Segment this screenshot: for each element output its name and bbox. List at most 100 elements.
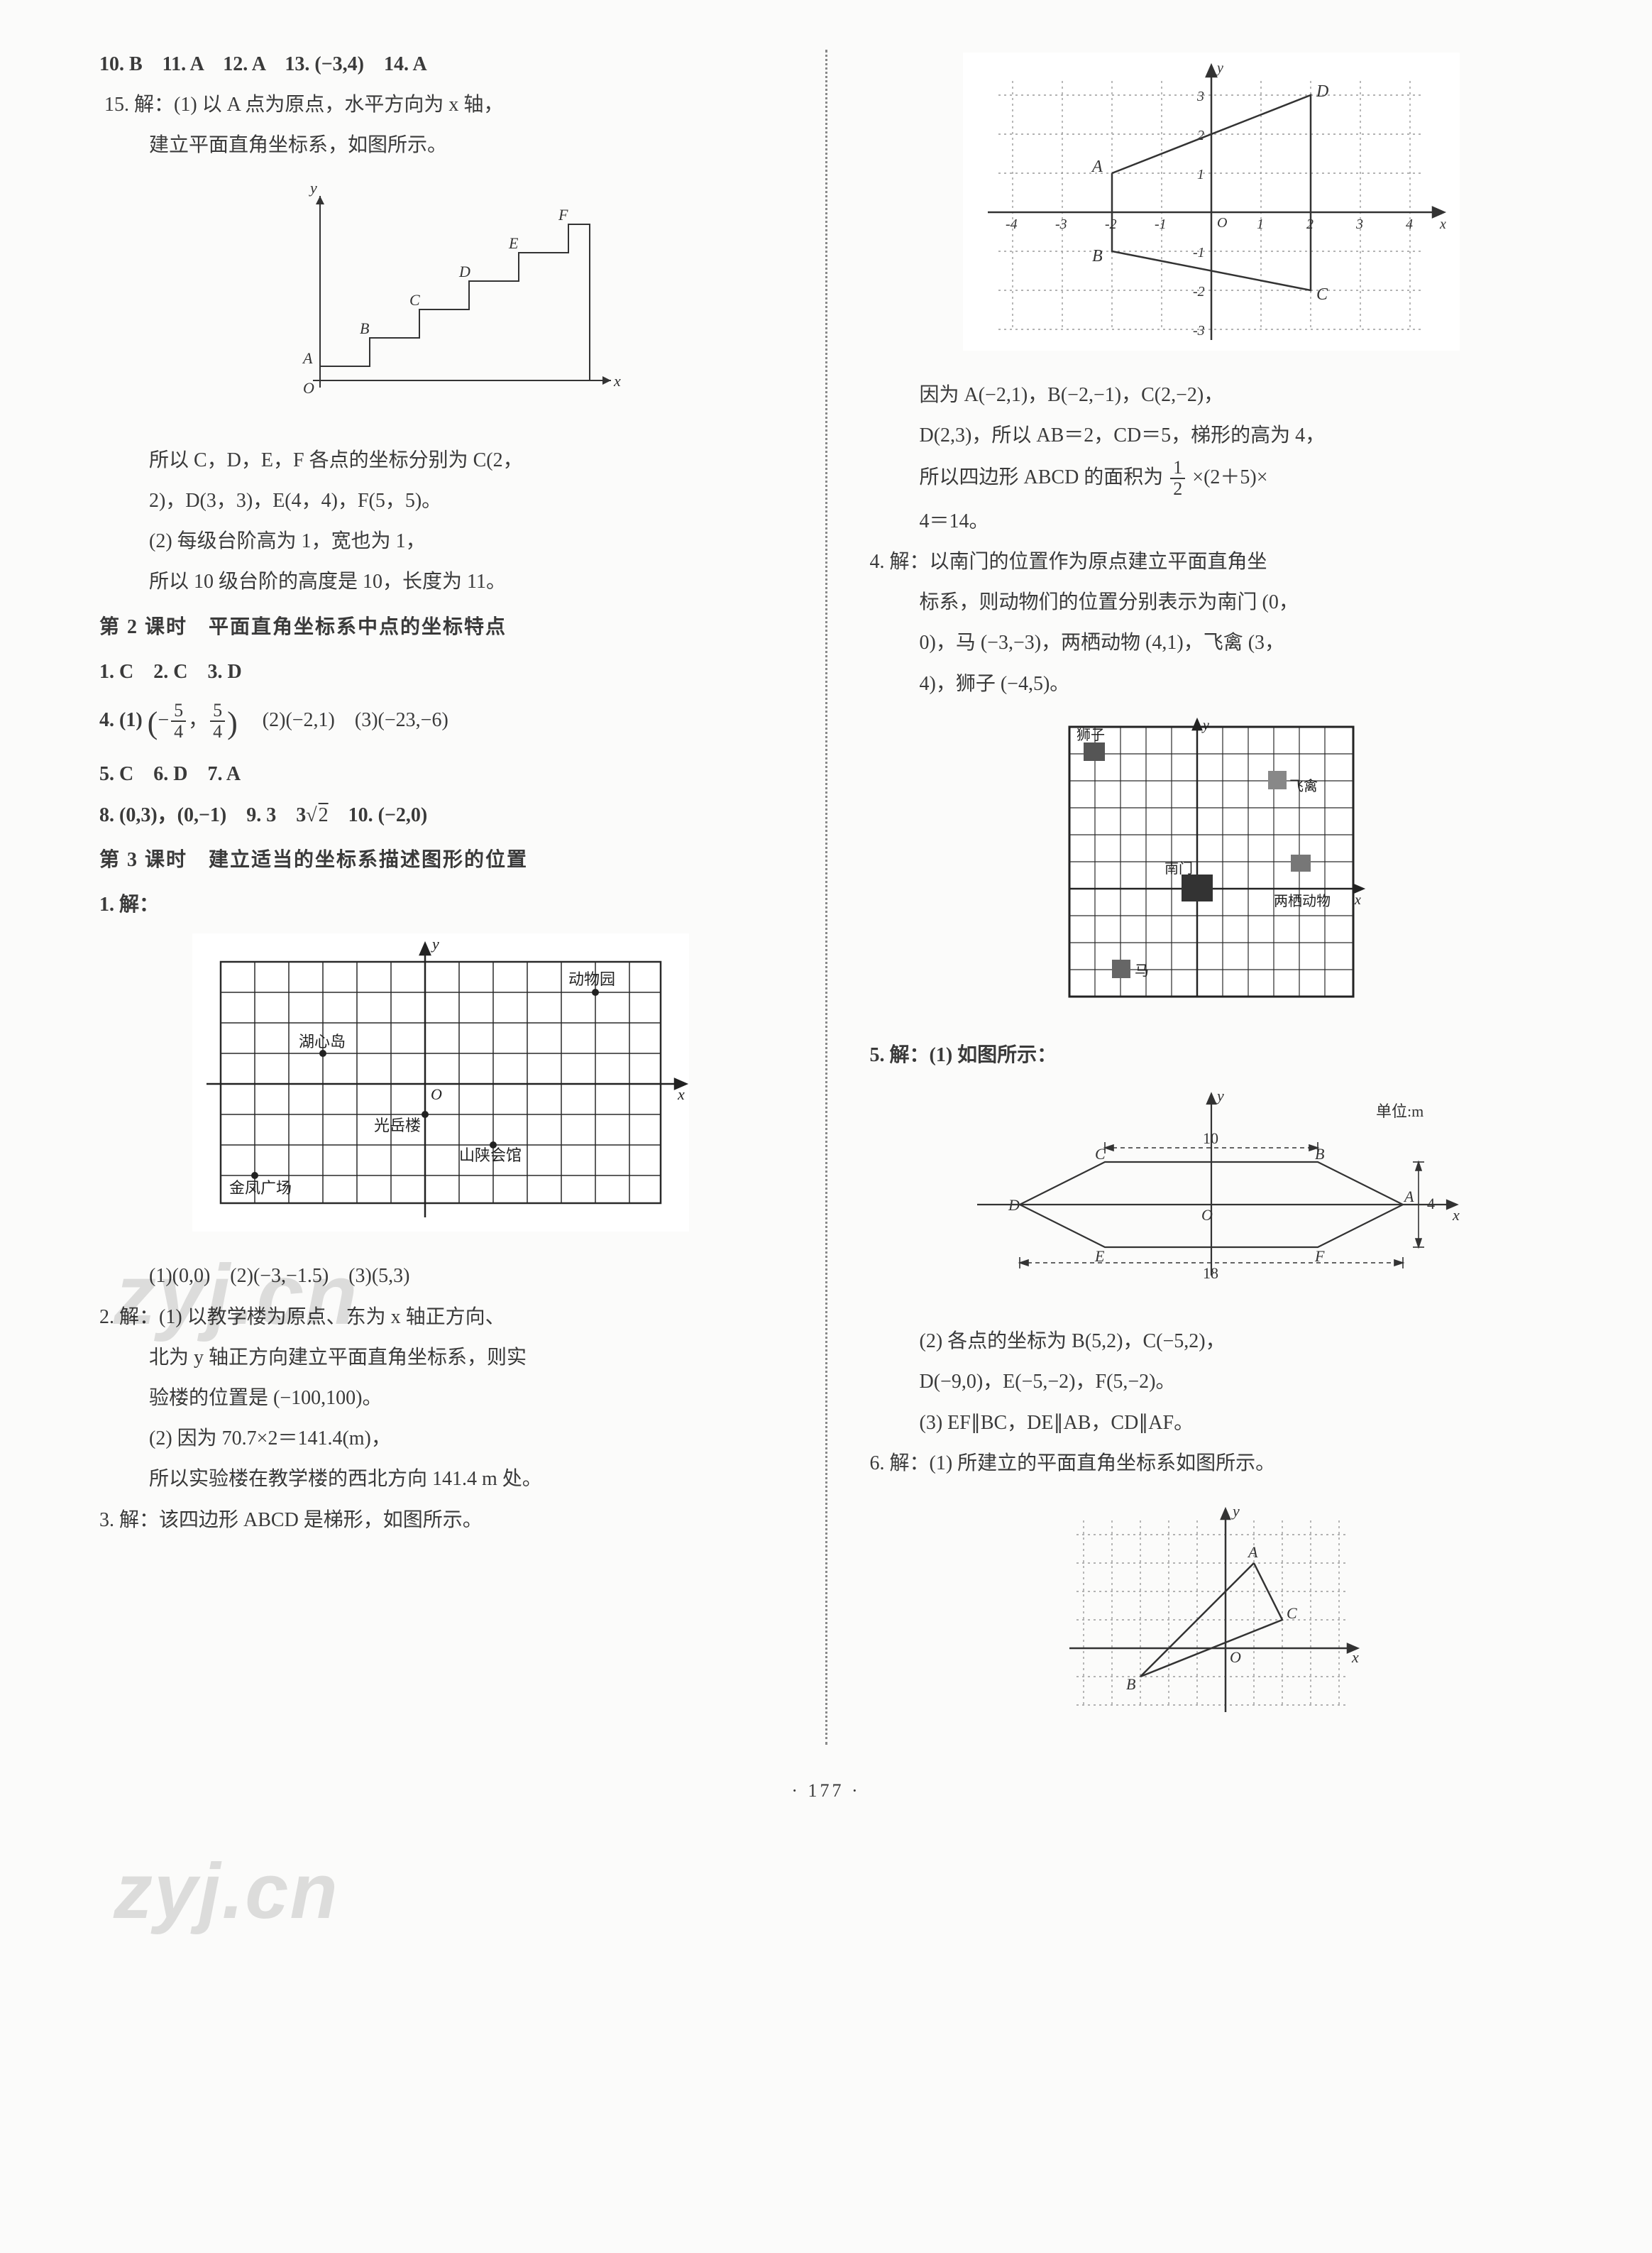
svg-text:单位:m: 单位:m bbox=[1376, 1102, 1424, 1120]
q6-a: 6. 解：(1) 所建立的平面直角坐标系如图所示。 bbox=[870, 1445, 1553, 1482]
svg-text:3: 3 bbox=[1355, 216, 1363, 232]
svg-text:O: O bbox=[431, 1085, 442, 1103]
svg-text:湖心岛: 湖心岛 bbox=[299, 1033, 346, 1051]
svg-text:飞禽: 飞禽 bbox=[1289, 778, 1318, 794]
q15-line1: 15. 解：(1) 以 A 点为原点，水平方向为 x 轴， bbox=[99, 86, 783, 124]
svg-text:-2: -2 bbox=[1105, 216, 1117, 232]
q4-d: 4)，狮子 (−4,5)。 bbox=[870, 665, 1553, 703]
figure-zoo: y x 狮子 飞禽 南门 两栖动物 马 bbox=[870, 713, 1553, 1024]
q15-f: 所以 10 级台阶的高度是 10，长度为 11。 bbox=[99, 563, 783, 601]
sec2-r4b: 10. (−2,0) bbox=[329, 804, 428, 826]
sec2-sqrt: 2 bbox=[317, 804, 329, 826]
q2-e: 所以实验楼在教学楼的西北方向 141.4 m 处。 bbox=[99, 1460, 783, 1498]
p3-c: 所以四边形 ABCD 的面积为 12 ×(2＋5)× bbox=[870, 458, 1553, 500]
figure-staircase: O x y A B C D E F bbox=[99, 175, 783, 429]
q4-c: 0)，马 (−3,−3)，两栖动物 (4,1)，飞禽 (3， bbox=[870, 624, 1553, 662]
svg-text:O: O bbox=[1217, 215, 1227, 231]
sec2-r4a: 8. (0,3)，(0,−1) 9. 3 3 bbox=[99, 804, 306, 826]
q1-head: 1. 解： bbox=[99, 886, 783, 923]
q5-c: D(−9,0)，E(−5,−2)，F(5,−2)。 bbox=[870, 1363, 1553, 1400]
q4-a: 4. 解：以南门的位置作为原点建立平面直角坐 bbox=[870, 543, 1553, 581]
svg-text:两栖动物: 两栖动物 bbox=[1274, 893, 1331, 909]
svg-text:南门: 南门 bbox=[1164, 860, 1193, 877]
q15-c: 所以 C，D，E，F 各点的坐标分别为 C(2， bbox=[99, 442, 783, 479]
q15-d: 2)，D(3，3)，E(4，4)，F(5，5)。 bbox=[99, 482, 783, 520]
svg-text:F: F bbox=[1314, 1247, 1325, 1265]
svg-text:A: A bbox=[1247, 1543, 1258, 1561]
q5-b: (2) 各点的坐标为 B(5,2)，C(−5,2)， bbox=[870, 1322, 1553, 1360]
sec2-paren-close: ) bbox=[227, 706, 238, 740]
svg-text:动物园: 动物园 bbox=[568, 970, 615, 988]
svg-text:马: 马 bbox=[1135, 963, 1149, 979]
svg-text:x: x bbox=[1354, 892, 1361, 908]
left-column: 10. B 11. A 12. A 13. (−3,4) 14. A 15. 解… bbox=[99, 43, 783, 1745]
svg-text:1: 1 bbox=[1197, 167, 1204, 182]
q4-b: 标系，则动物们的位置分别表示为南门 (0， bbox=[870, 583, 1553, 621]
svg-text:F: F bbox=[558, 206, 568, 224]
svg-text:A: A bbox=[1403, 1188, 1414, 1205]
svg-text:-1: -1 bbox=[1193, 245, 1205, 261]
svg-text:D: D bbox=[1008, 1196, 1020, 1214]
svg-text:B: B bbox=[1092, 247, 1103, 265]
svg-text:D: D bbox=[458, 263, 470, 280]
page-columns: zyj.cn zyj.cn 10. B 11. A 12. A 13. (−3,… bbox=[99, 43, 1553, 1745]
right-column: -4-3-2-1 1234 321 -1-2-3 O x y AB CD 因为 … bbox=[870, 43, 1553, 1745]
section3-title: 第 3 课时 建立适当的坐标系描述图形的位置 bbox=[99, 841, 783, 879]
svg-text:-3: -3 bbox=[1193, 323, 1205, 339]
svg-text:B: B bbox=[1126, 1675, 1135, 1693]
sec2-r2b: (2)(−2,1) (3)(−23,−6) bbox=[263, 709, 448, 731]
sec2-r2a: 4. (1) bbox=[99, 709, 143, 731]
sec2-frac1: 54 bbox=[171, 701, 186, 742]
svg-text:y: y bbox=[1231, 1502, 1240, 1520]
figure-hexagon: y x O DCB AEF 10 18 4 单位:m bbox=[870, 1084, 1553, 1310]
svg-text:D: D bbox=[1316, 82, 1328, 101]
q5-d: (3) EF∥BC，DE∥AB，CD∥AF。 bbox=[870, 1404, 1553, 1442]
svg-text:x: x bbox=[1439, 216, 1446, 232]
svg-text:x: x bbox=[1452, 1206, 1460, 1224]
section2-title: 第 2 课时 平面直角坐标系中点的坐标特点 bbox=[99, 608, 783, 646]
fig1-y: y bbox=[309, 179, 317, 197]
sec2-paren-open: ( bbox=[148, 706, 158, 740]
svg-text:O: O bbox=[1230, 1648, 1241, 1666]
svg-text:x: x bbox=[677, 1085, 685, 1103]
svg-text:C: C bbox=[1095, 1145, 1106, 1163]
svg-text:C: C bbox=[1316, 285, 1328, 304]
svg-text:光岳楼: 光岳楼 bbox=[374, 1117, 421, 1134]
figure-map-grid: y x O 动物园 湖心岛 光岳楼 山陕会馆 金凤广场 bbox=[99, 933, 783, 1244]
svg-text:B: B bbox=[1315, 1145, 1324, 1163]
svg-text:C: C bbox=[1287, 1604, 1297, 1622]
q5-head: 5. 解：(1) 如图所示： bbox=[870, 1036, 1553, 1074]
svg-text:B: B bbox=[360, 319, 369, 337]
fig1-origin: O bbox=[303, 379, 314, 397]
figure-trapezoid: -4-3-2-1 1234 321 -1-2-3 O x y AB CD bbox=[870, 53, 1553, 363]
answer-row-10-14: 10. B 11. A 12. A 13. (−3,4) 14. A bbox=[99, 45, 783, 83]
fig1-x: x bbox=[613, 372, 621, 390]
watermark-2: zyj.cn bbox=[114, 1817, 339, 1966]
svg-text:金凤广场: 金凤广场 bbox=[229, 1179, 292, 1197]
svg-text:-2: -2 bbox=[1193, 284, 1205, 300]
svg-text:E: E bbox=[1094, 1247, 1105, 1265]
svg-text:18: 18 bbox=[1203, 1264, 1218, 1282]
p3-a: 因为 A(−2,1)，B(−2,−1)，C(2,−2)， bbox=[870, 376, 1553, 414]
svg-text:C: C bbox=[409, 291, 420, 309]
svg-text:-3: -3 bbox=[1055, 216, 1067, 232]
p3-c2: ×(2＋5)× bbox=[1192, 466, 1267, 488]
svg-text:-4: -4 bbox=[1006, 216, 1018, 232]
svg-text:A: A bbox=[1091, 158, 1103, 176]
svg-text:1: 1 bbox=[1257, 216, 1264, 232]
svg-text:y: y bbox=[1216, 60, 1223, 76]
q2-c: 验楼的位置是 (−100,100)。 bbox=[99, 1379, 783, 1417]
svg-text:y: y bbox=[1201, 718, 1209, 733]
q15-head: 15. 解：(1) 以 A 点为原点，水平方向为 x 轴， bbox=[104, 94, 503, 116]
svg-text:4: 4 bbox=[1406, 216, 1413, 232]
svg-text:狮子: 狮子 bbox=[1076, 727, 1105, 743]
svg-text:x: x bbox=[1351, 1648, 1359, 1666]
sec2-row2: 4. (1) (−54，54) (2)(−2,1) (3)(−23,−6) bbox=[99, 694, 783, 753]
sec2-row4: 8. (0,3)，(0,−1) 9. 3 3√2 10. (−2,0) bbox=[99, 796, 783, 834]
q2-a: 2. 解：(1) 以教学楼为原点、东为 x 轴正方向、 bbox=[99, 1298, 783, 1336]
page-number: · 177 · bbox=[99, 1773, 1553, 1808]
sec2-frac2: 54 bbox=[210, 701, 225, 742]
q2-d: (2) 因为 70.7×2＝141.4(m)， bbox=[99, 1420, 783, 1457]
figure-triangle: A B C O x y bbox=[870, 1492, 1553, 1732]
q15-e: (2) 每级台阶高为 1，宽也为 1， bbox=[99, 522, 783, 560]
